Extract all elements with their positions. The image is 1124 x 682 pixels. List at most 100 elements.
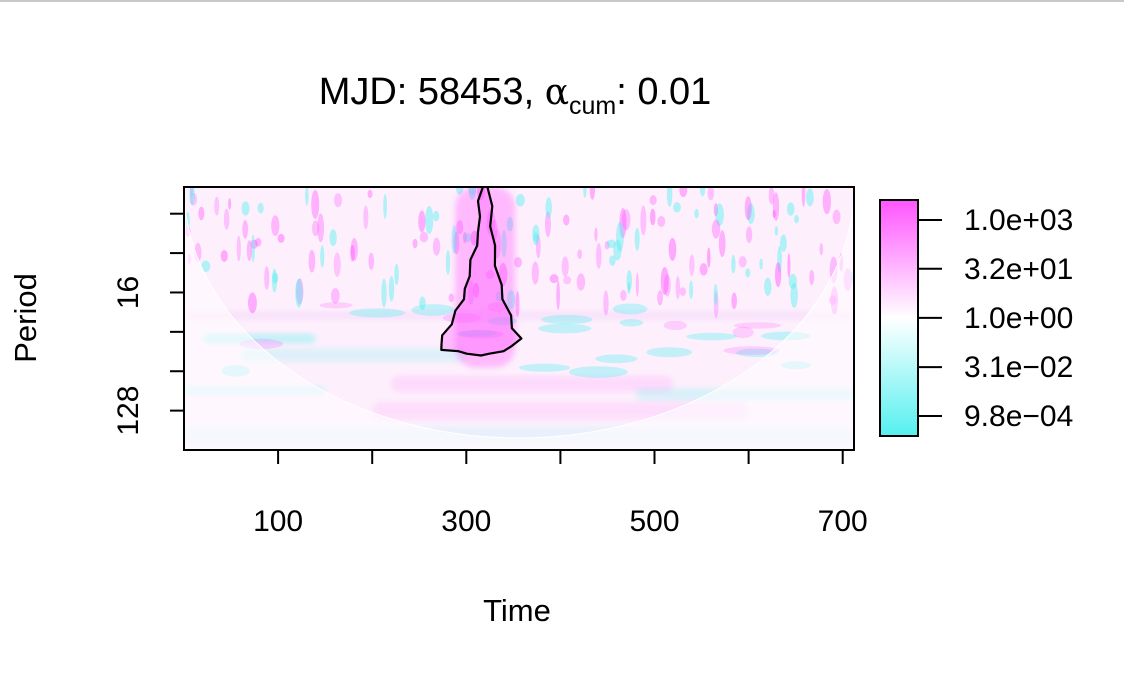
heatmap-cell: [432, 237, 441, 256]
heatmap-cell: [515, 291, 520, 317]
coi-shading: [184, 187, 854, 450]
heatmap-cell: [544, 211, 551, 238]
heatmap-cell: [699, 263, 708, 276]
heatmap-cell: [448, 293, 455, 303]
y-tick-label: 16: [112, 276, 145, 309]
heatmap-cell: [277, 233, 285, 243]
heatmap-cell: [236, 235, 241, 262]
heatmap-cell: [189, 187, 195, 206]
y-axis-label: Period: [8, 273, 43, 363]
heatmap-cell: [673, 202, 681, 213]
heatmap-cell: [619, 208, 627, 238]
heatmap-cell: [549, 274, 559, 284]
heatmap-cell: [535, 234, 541, 259]
heatmap-cell: [311, 189, 320, 220]
heatmap-cell: [809, 269, 815, 285]
heatmap-cell: [308, 249, 316, 273]
heatmap-cell: [311, 220, 320, 237]
heatmap-cell: [738, 256, 747, 268]
heatmap-cell: [518, 363, 571, 372]
heatmap-cell: [445, 250, 451, 275]
chart-title: MJD: 58453, αcum: 0.01: [0, 70, 1030, 119]
heatmap-cell: [733, 322, 782, 329]
heatmap-cell: [383, 193, 387, 219]
heatmap-cell: [668, 237, 677, 261]
heatmap-cell: [329, 229, 337, 247]
heatmap-cell: [663, 320, 687, 331]
heatmap-band: [391, 375, 674, 392]
heatmap-cell: [532, 224, 540, 242]
x-axis: 100 300 500 700: [253, 449, 868, 538]
heatmap-cell: [433, 210, 440, 222]
heatmap-cell: [686, 332, 738, 341]
heatmap-cell: [214, 196, 220, 216]
heatmap-cell: [257, 202, 264, 214]
heatmap-cell: [198, 206, 205, 221]
heatmap-cell: [317, 213, 325, 243]
heatmap-cell: [764, 277, 772, 296]
heatmap-cell: [333, 193, 343, 208]
heatmap-cell: [368, 252, 375, 270]
significance-contour: [440, 187, 523, 357]
heatmap-cell: [711, 219, 721, 239]
colorbar-tick-label: 3.2e+01: [964, 253, 1073, 286]
heatmap-cell: [621, 209, 631, 231]
heatmap-cell: [246, 240, 252, 261]
heatmap-cell: [657, 290, 663, 306]
heatmap-cell: [320, 245, 325, 268]
heatmap-cell: [271, 215, 280, 237]
heatmap-cell: [707, 247, 711, 268]
heatmap-cell: [541, 314, 593, 325]
window-top-border: [0, 0, 1124, 2]
y-axis: 16 128: [112, 212, 184, 436]
heatmap-cell: [790, 282, 798, 308]
heatmap-cell: [603, 290, 609, 316]
heatmap-cell: [832, 209, 841, 225]
heatmap-cell: [248, 292, 257, 314]
colorbar-ticks: 1.0e+03 3.2e+01 1.0e+00 3.1e−02 9.8e−04: [918, 204, 1073, 433]
heatmap-cell: [731, 254, 736, 274]
heatmap-cell: [412, 238, 418, 249]
heatmap-cell: [806, 188, 814, 207]
heatmap-cell: [732, 326, 754, 339]
heatmap-cell: [295, 278, 303, 308]
heatmap-cell: [745, 268, 751, 278]
heatmap-cell: [744, 196, 752, 221]
heatmap-cell: [594, 227, 598, 242]
x-tick-label: 100: [253, 505, 303, 538]
heatmap-cell: [514, 256, 522, 268]
heatmap-cell: [418, 210, 426, 233]
heatmap-cell: [707, 187, 715, 201]
heatmap-cell: [660, 266, 669, 296]
heatmap-cell: [713, 283, 718, 306]
heatmap-cell: [241, 201, 250, 216]
heatmap-cell: [787, 253, 791, 278]
heatmap-cell: [223, 208, 230, 230]
heatmap-cell: [609, 255, 616, 266]
heatmap-band: [240, 347, 467, 362]
heatmap-cell: [780, 234, 787, 252]
heatmap-cell: [689, 254, 695, 276]
heatmap-cell: [713, 291, 719, 319]
heatmap-cell: [419, 231, 429, 243]
heatmap-cell: [650, 208, 656, 226]
heatmap-cell: [516, 193, 525, 207]
colorbar-gradient: [879, 199, 919, 437]
heatmap-cell: [777, 245, 782, 273]
cone-of-influence: [184, 187, 854, 450]
heatmap-cell: [723, 346, 780, 355]
heatmap-cell: [772, 209, 776, 219]
heatmap-cell: [772, 192, 780, 221]
heatmap-cell: [746, 203, 755, 225]
heatmap-cell: [735, 348, 777, 358]
colorbar: 1.0e+03 3.2e+01 1.0e+00 3.1e−02 9.8e−04: [879, 199, 1073, 437]
heatmap-cell: [613, 240, 622, 261]
heatmap-cell: [689, 280, 694, 300]
heatmap-cell: [394, 263, 399, 286]
heatmap-band: [184, 310, 854, 321]
title-suffix: : 0.01: [616, 71, 712, 113]
heatmap-cell: [250, 239, 258, 249]
x-tick-label: 300: [441, 505, 491, 538]
heatmap-cell: [794, 214, 799, 224]
heatmap-cell: [531, 261, 539, 285]
